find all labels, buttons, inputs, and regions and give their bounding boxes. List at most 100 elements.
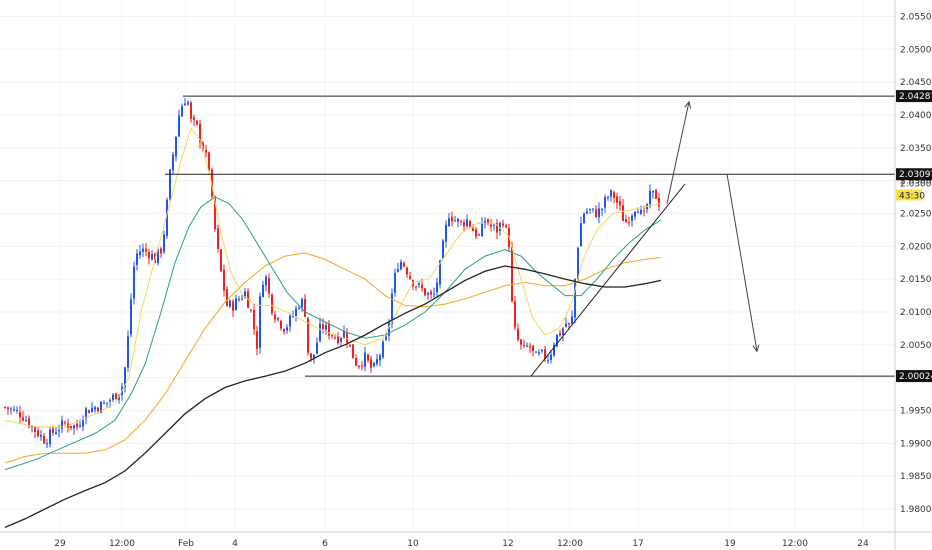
candle-body [391,293,393,324]
candle-body [13,409,15,411]
candle-body [541,349,543,352]
x-tick-label: 12:00 [109,539,135,549]
candle-body [304,298,306,317]
candle-body [607,196,609,199]
candle-body [163,234,165,252]
y-tick-label: 2.04000 [900,111,932,121]
candle-body [229,300,231,307]
x-tick-label: 24 [857,539,869,549]
countdown-label: 43:30 [899,191,925,201]
price-tag [896,90,932,103]
candle-body [562,328,564,335]
bullish-arrow-shaft [666,101,690,204]
candle-body [334,337,336,339]
price-tag [896,370,932,383]
candle-body [397,269,399,272]
candle-body [262,284,264,298]
candle-body [298,307,300,309]
x-tick-label: 12 [502,539,513,549]
candle-body [349,344,351,347]
candle-body [514,301,516,328]
candle-body [52,428,54,433]
candle-body [493,224,495,226]
x-tick-label: 19 [724,539,736,549]
candle-body [292,315,294,317]
candle-body [637,212,639,214]
candle-body [478,234,480,236]
candle-body [94,407,96,410]
candle-body [445,224,447,242]
candle-body [553,344,555,356]
candle-body [25,420,27,422]
candle-body [316,342,318,354]
candle-body [547,360,549,362]
candle-body [550,354,552,360]
candle-body [382,341,384,358]
candle-body [109,400,111,402]
candle-body [634,211,636,217]
candle-body [79,425,81,427]
candle-body [286,327,288,331]
candle-body [70,426,72,429]
candle-body [226,288,228,306]
y-tick-label: 2.04500 [900,78,932,88]
candle-body [124,367,126,387]
candle-body [46,443,48,445]
candle-body [295,308,297,316]
y-tick-label: 2.02500 [900,209,932,219]
candle-body [49,429,51,445]
candle-body [427,293,429,295]
y-tick-label: 1.98500 [900,472,932,482]
y-tick-label: 2.05000 [900,45,932,55]
candle-body [256,331,258,349]
candle-body [439,260,441,285]
candle-body [322,324,324,330]
candle-body [496,223,498,233]
candle-body [517,328,519,340]
candle-body [436,282,438,293]
candle-body [61,420,63,429]
candle-body [484,220,486,225]
candle-body [136,253,138,265]
candle-body [28,418,30,427]
x-tick-label: 12:00 [557,539,583,549]
candle-body [520,339,522,345]
candle-body [175,136,177,157]
candle-body [289,315,291,327]
candle-body [16,410,18,412]
x-tick-label: 17 [632,539,643,549]
price-tag [896,168,932,181]
countdown-tag [896,189,922,201]
x-tick-label: Feb [178,539,194,549]
candle-body [460,220,462,222]
candle-body [598,208,600,218]
candle-body [325,324,327,330]
candle-body [340,338,342,342]
candle-body [133,266,135,299]
candle-body [160,248,162,254]
candle-body [331,335,333,337]
candle-body [451,216,453,222]
candle-body [139,251,141,256]
candle-body [4,406,6,408]
candle-body [574,278,576,318]
candle-body [421,284,423,289]
candle-body [352,344,354,359]
candle-body [310,353,312,359]
candle-body [364,352,366,367]
candle-body [538,352,540,354]
candle-body [604,197,606,208]
candle-body [337,336,339,344]
x-tick-label: 29 [54,539,66,549]
candle-body [301,298,303,308]
candle-body [433,293,435,295]
y-tick-label: 2.02000 [900,242,932,252]
candle-body [367,354,369,361]
candle-body [73,425,75,429]
candle-body [100,401,102,413]
candle-body [157,249,159,263]
candle-body [268,277,270,294]
candle-body [169,169,171,200]
